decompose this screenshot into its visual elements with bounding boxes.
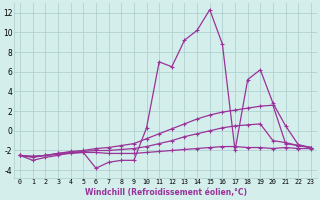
X-axis label: Windchill (Refroidissement éolien,°C): Windchill (Refroidissement éolien,°C)	[84, 188, 246, 197]
